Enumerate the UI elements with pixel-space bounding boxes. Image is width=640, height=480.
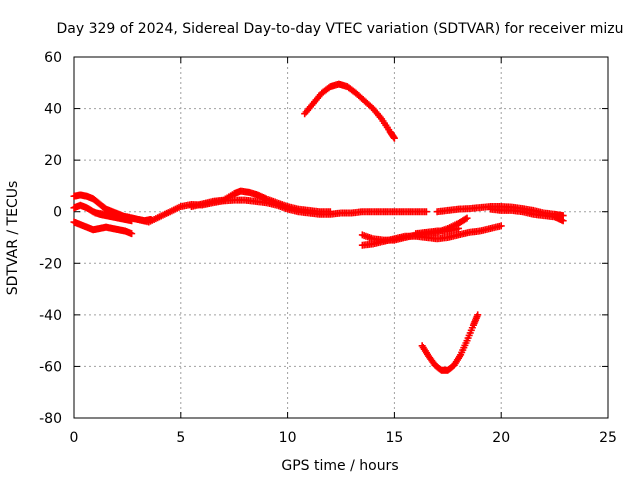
y-axis-label: SDTVAR / TECUs xyxy=(5,181,21,296)
y-tick-label: 0 xyxy=(53,205,62,221)
grid-lines xyxy=(74,57,608,418)
data-point xyxy=(462,215,470,223)
data-point xyxy=(128,230,136,238)
x-tick-label: 5 xyxy=(176,430,185,446)
x-tick-label: 25 xyxy=(599,430,617,446)
series-track-d xyxy=(91,196,430,226)
axis-ticks: 0 5 10 15 20 25 -80 -60 -40 -20 0 20 40 60 xyxy=(39,50,617,446)
series-track-j xyxy=(418,311,482,374)
series-track-l xyxy=(487,205,567,225)
data-point xyxy=(454,224,462,232)
x-axis-label: GPS time / hours xyxy=(281,458,398,474)
data-point xyxy=(497,222,505,230)
series-track-f xyxy=(301,80,398,142)
series-track-i xyxy=(412,224,462,238)
series-track-h xyxy=(358,222,505,249)
y-tick-label: 20 xyxy=(44,153,62,169)
y-tick-label: -20 xyxy=(39,256,62,272)
y-tick-label: 40 xyxy=(44,102,62,118)
series-track-c xyxy=(70,218,136,238)
y-tick-label: -60 xyxy=(39,359,62,375)
data-point xyxy=(390,134,398,142)
y-tick-label: 60 xyxy=(44,50,62,66)
chart-title: Day 329 of 2024, Sidereal Day-to-day VTE… xyxy=(57,21,624,37)
data-point xyxy=(559,217,567,225)
data-series xyxy=(70,80,567,374)
plot-frame xyxy=(73,56,609,419)
data-point xyxy=(326,208,334,216)
x-tick-label: 0 xyxy=(70,430,79,446)
x-tick-label: 15 xyxy=(385,430,403,446)
data-point xyxy=(422,208,430,216)
y-tick-label: -40 xyxy=(39,308,62,324)
data-point xyxy=(463,214,471,222)
y-tick-label: -80 xyxy=(39,411,62,427)
data-point xyxy=(474,311,482,319)
series-track-e xyxy=(187,187,334,216)
x-tick-label: 10 xyxy=(279,430,297,446)
x-tick-label: 20 xyxy=(492,430,510,446)
